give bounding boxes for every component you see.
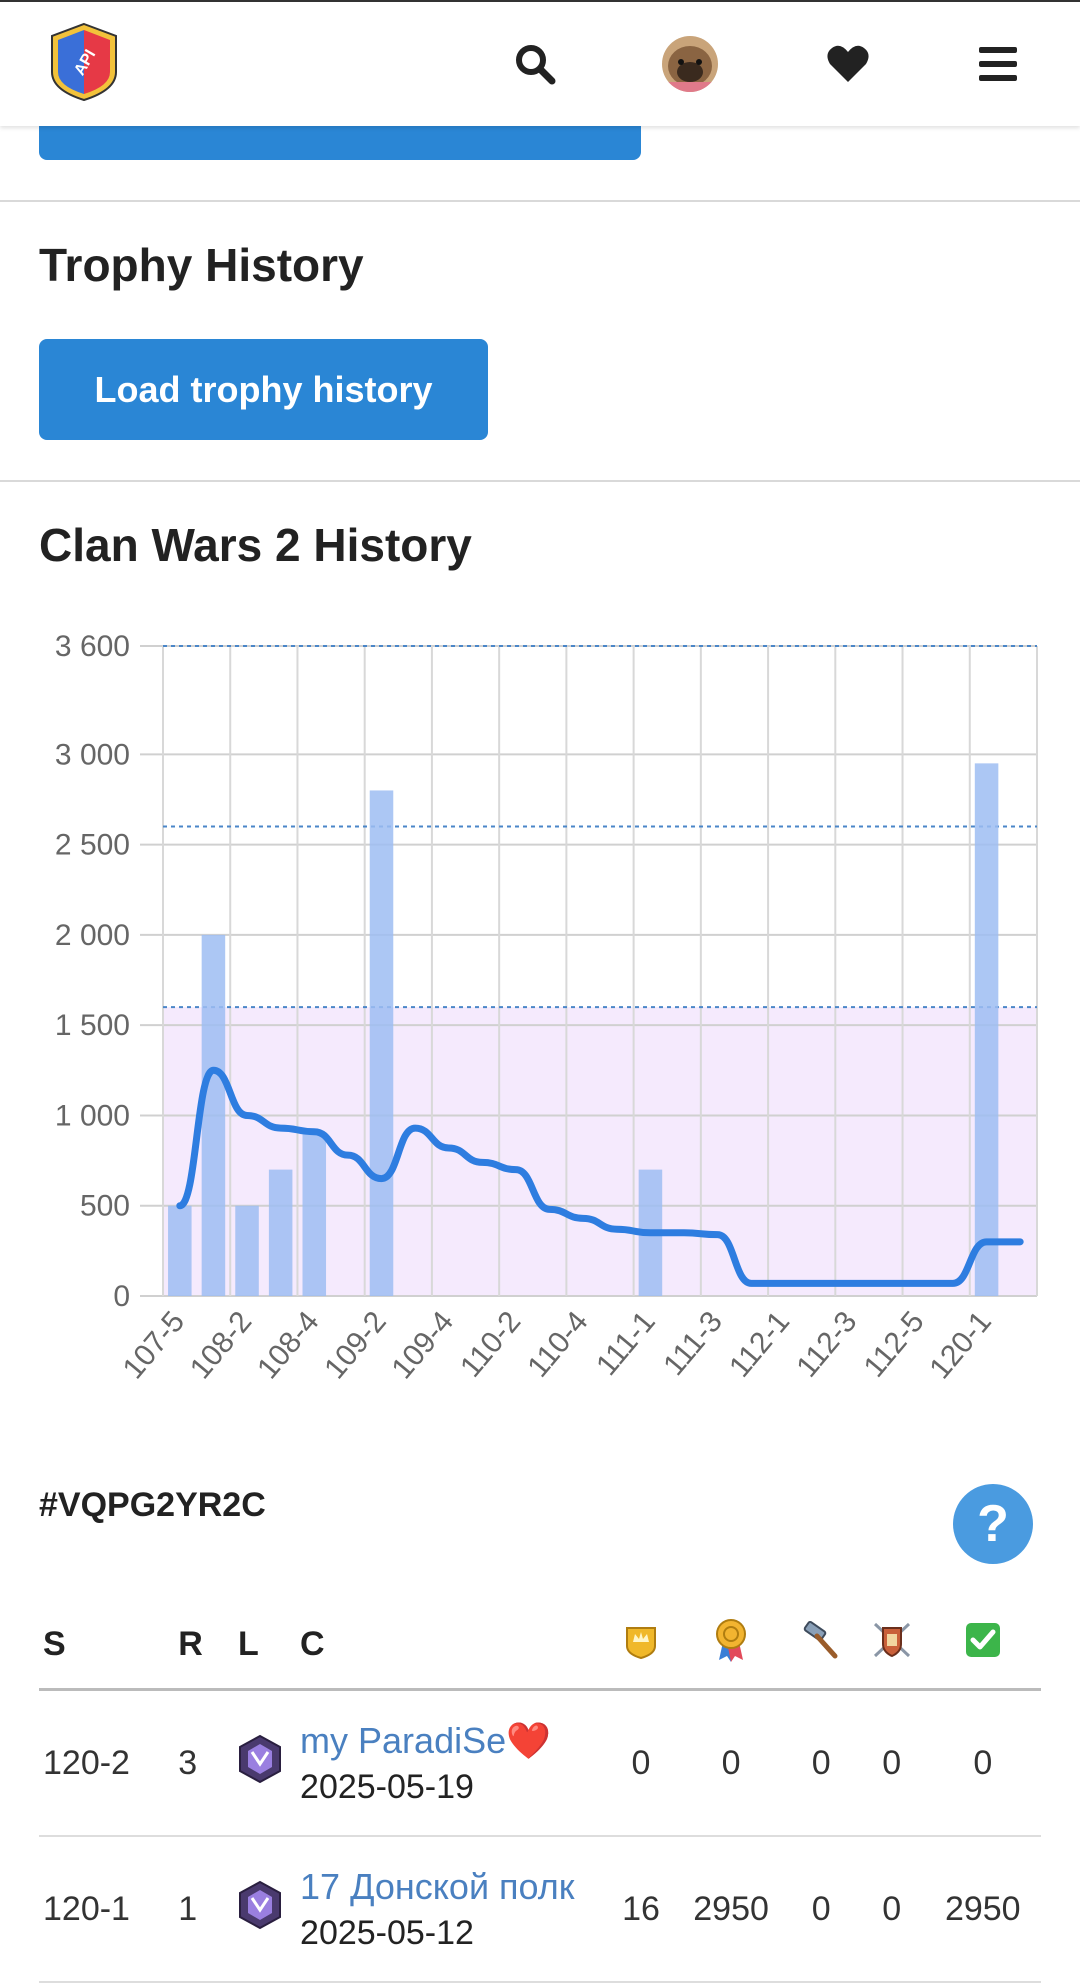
clan-wars-table: S R L C 120-2 3: [39, 1600, 1041, 1983]
series-line: [176, 1066, 1024, 1287]
x-tick-label: 108-2: [184, 1305, 259, 1385]
y-tick-label: 2 500: [55, 829, 130, 862]
value-cell: 0: [779, 1689, 859, 1837]
col-clan[interactable]: C: [296, 1600, 600, 1691]
clan-date: 2025-05-12: [300, 1913, 474, 1952]
value-cell: 2950: [678, 1836, 780, 1983]
top-border: [0, 0, 1080, 2]
clan-date: 2025-05-19: [300, 1767, 474, 1806]
menu-icon[interactable]: [966, 32, 1030, 96]
y-tick-label: 0: [113, 1280, 130, 1313]
search-icon[interactable]: [503, 32, 567, 96]
value-cell: 0: [678, 1689, 780, 1837]
season-cell: 120-1: [39, 1836, 175, 1983]
bar: [235, 1205, 259, 1296]
value-cell: 0: [920, 1689, 1041, 1837]
col-battle-icon[interactable]: [858, 1600, 921, 1691]
bar: [168, 1205, 192, 1296]
value-cell: 0: [858, 1689, 921, 1837]
table-row[interactable]: 120-2 3 my ParadiSe❤️ 2025-05-19 0 0 0 0…: [39, 1689, 1041, 1837]
rank-cell: 1: [174, 1836, 234, 1983]
league-cell: [233, 1689, 297, 1837]
trophy-history-title: Trophy History: [39, 239, 364, 291]
x-tick-label: 120-1: [923, 1305, 998, 1385]
col-league[interactable]: L: [233, 1600, 297, 1691]
x-tick-label: 109-4: [385, 1305, 460, 1385]
value-cell: 0: [779, 1836, 859, 1983]
clan-link[interactable]: 17 Донской полк: [300, 1865, 575, 1907]
col-check-icon[interactable]: [920, 1600, 1041, 1691]
value-cell: 16: [599, 1836, 679, 1983]
table-header-row: S R L C: [39, 1600, 1041, 1691]
league-badge-icon: [238, 1880, 281, 1929]
col-crown-icon[interactable]: [599, 1600, 679, 1691]
bar: [201, 934, 226, 1296]
x-tick-label: 108-4: [251, 1305, 326, 1385]
clan-cell: 17 Донской полк 2025-05-12: [296, 1836, 600, 1983]
y-tick-label: 3 600: [55, 630, 130, 663]
heart-icon[interactable]: [816, 32, 880, 96]
help-button[interactable]: ?: [953, 1484, 1033, 1564]
x-tick-label: 109-2: [318, 1305, 393, 1385]
y-tick-label: 1 000: [55, 1099, 130, 1132]
chart-band: [163, 1007, 1037, 1296]
x-tick-label: 107-5: [117, 1305, 192, 1385]
x-tick-label: 110-2: [454, 1305, 527, 1383]
league-cell: [233, 1836, 297, 1983]
value-cell: 2950: [920, 1836, 1041, 1983]
divider: [0, 480, 1080, 482]
bar: [268, 1169, 293, 1296]
load-trophy-history-button[interactable]: Load trophy history: [39, 339, 488, 440]
x-tick-label: 110-4: [521, 1305, 594, 1383]
value-cell: 0: [858, 1836, 921, 1983]
divider: [0, 200, 1080, 202]
x-tick-label: 111-3: [657, 1305, 729, 1382]
col-season[interactable]: S: [39, 1600, 175, 1691]
clan-wars-history-title: Clan Wars 2 History: [39, 519, 472, 571]
value-cell: 0: [599, 1689, 679, 1837]
season-cell: 120-2: [39, 1689, 175, 1837]
player-tag: #VQPG2YR2C: [39, 1486, 266, 1524]
site-logo[interactable]: API: [48, 22, 120, 102]
y-tick-label: 500: [80, 1190, 130, 1223]
x-tick-label: 112-3: [790, 1305, 863, 1383]
bar: [974, 763, 999, 1296]
x-tick-label: 112-1: [723, 1305, 796, 1383]
clan-cell: my ParadiSe❤️ 2025-05-19: [296, 1689, 600, 1837]
bar: [369, 790, 394, 1296]
col-rank[interactable]: R: [174, 1600, 234, 1691]
bar: [302, 1133, 327, 1296]
x-tick-label: 112-5: [858, 1305, 931, 1383]
y-tick-label: 1 500: [55, 1009, 130, 1042]
navbar: API: [0, 2, 1080, 126]
table-row[interactable]: 120-1 1 17 Донской полк 2025-05-12 16 29…: [39, 1836, 1041, 1983]
clan-link[interactable]: my ParadiSe❤️: [300, 1719, 551, 1761]
x-tick-label: 111-1: [590, 1305, 662, 1382]
col-medal-icon[interactable]: [678, 1600, 780, 1691]
league-badge-icon: [238, 1734, 281, 1783]
rank-cell: 3: [174, 1689, 234, 1837]
y-tick-label: 2 000: [55, 919, 130, 952]
avatar[interactable]: [662, 36, 718, 92]
y-tick-label: 3 000: [55, 738, 130, 771]
col-hammer-icon[interactable]: [779, 1600, 859, 1691]
